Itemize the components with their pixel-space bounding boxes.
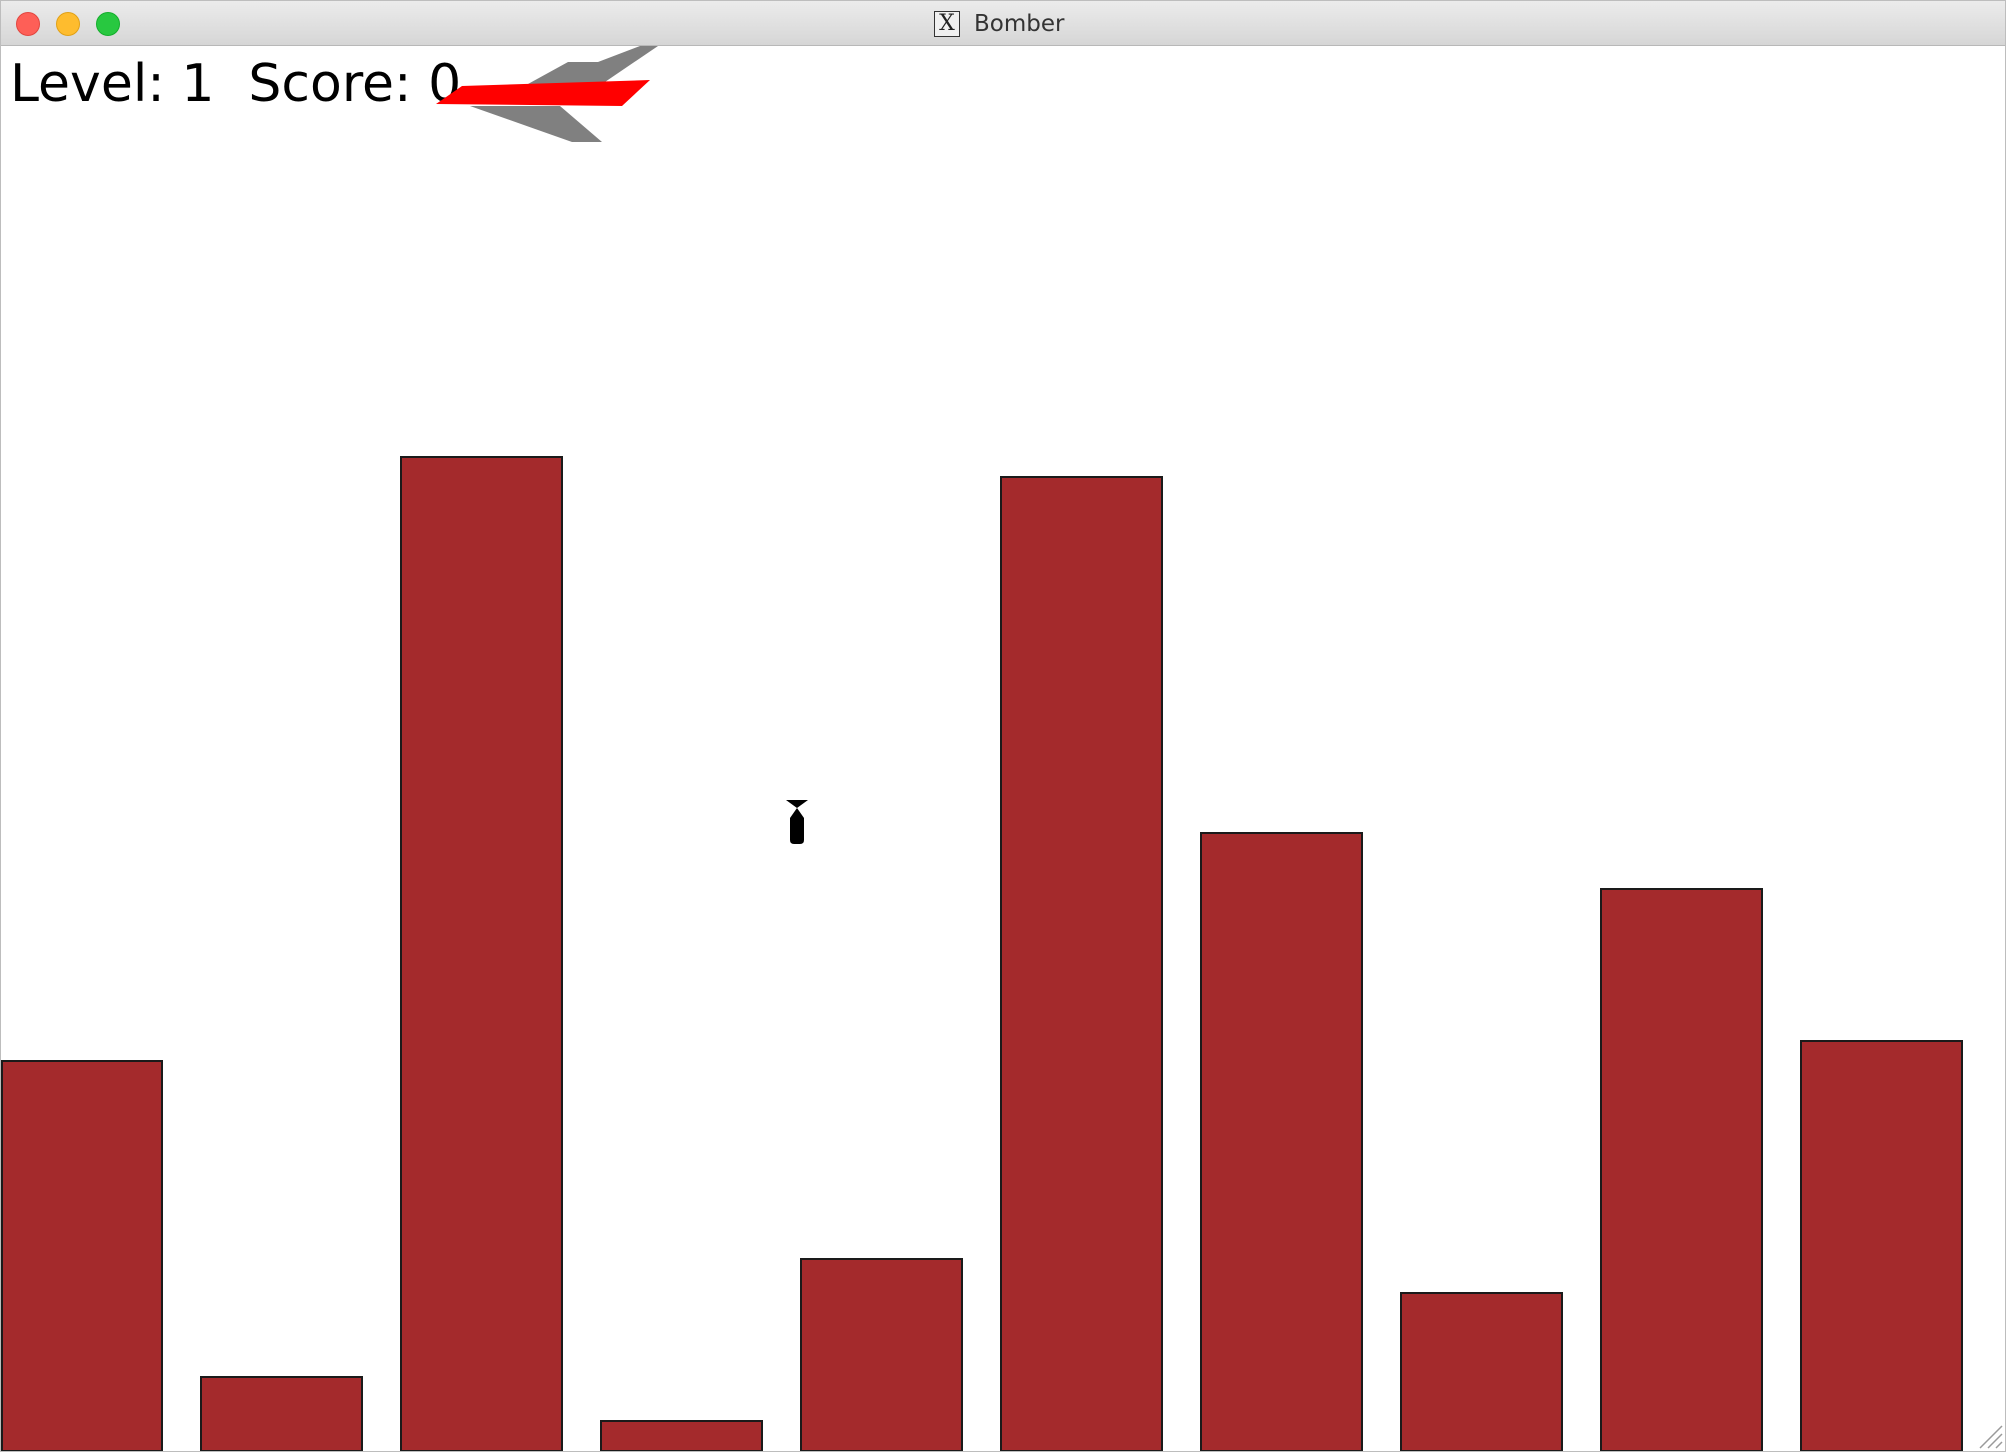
building bbox=[1200, 832, 1363, 1452]
bomb-fin bbox=[786, 800, 808, 808]
building bbox=[1, 1060, 163, 1452]
building bbox=[800, 1258, 963, 1452]
minimize-button[interactable] bbox=[56, 12, 80, 36]
title-bar[interactable]: X Bomber bbox=[0, 0, 2006, 46]
building bbox=[1400, 1292, 1563, 1452]
building bbox=[1000, 476, 1163, 1452]
level-label: Level: bbox=[10, 54, 165, 114]
building bbox=[1800, 1040, 1963, 1452]
building bbox=[200, 1376, 363, 1452]
window-title: Bomber bbox=[974, 11, 1065, 37]
score-label: Score: bbox=[248, 54, 412, 114]
bomb-body bbox=[790, 808, 804, 844]
resize-grip-icon[interactable] bbox=[1976, 1422, 2004, 1450]
level-value: 1 bbox=[181, 54, 215, 114]
plane-sprite bbox=[436, 46, 658, 142]
close-button[interactable] bbox=[16, 12, 40, 36]
game-canvas[interactable]: Level: 1 Score: 0 bbox=[0, 46, 2006, 1452]
x11-icon: X bbox=[934, 11, 960, 37]
plane-lower-wing bbox=[470, 106, 602, 142]
plane-body bbox=[436, 80, 650, 106]
building bbox=[400, 456, 563, 1452]
zoom-button[interactable] bbox=[96, 12, 120, 36]
building bbox=[600, 1420, 763, 1452]
building bbox=[1600, 888, 1763, 1452]
bomb-sprite bbox=[786, 800, 808, 844]
hud: Level: 1 Score: 0 bbox=[10, 54, 461, 114]
window-title-group: X Bomber bbox=[934, 10, 1064, 38]
plane-upper-wing bbox=[528, 46, 658, 84]
